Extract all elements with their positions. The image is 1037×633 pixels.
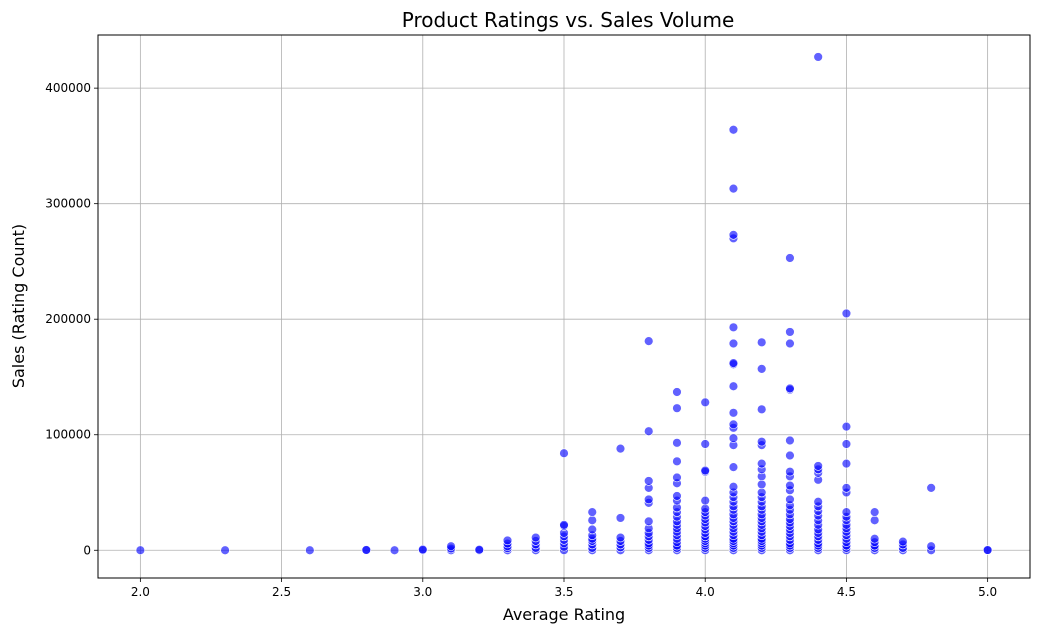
data-point bbox=[135, 545, 146, 555]
data-point bbox=[728, 338, 739, 349]
data-point bbox=[728, 419, 739, 430]
data-point bbox=[615, 513, 626, 523]
data-point bbox=[728, 183, 739, 194]
data-point bbox=[869, 534, 880, 544]
data-point bbox=[728, 381, 739, 391]
data-point bbox=[700, 465, 710, 476]
data-point bbox=[672, 403, 682, 413]
data-point bbox=[587, 515, 597, 525]
data-point bbox=[361, 545, 372, 555]
data-point bbox=[672, 491, 682, 501]
y-tick-label: 400000 bbox=[45, 81, 91, 95]
data-point bbox=[502, 535, 513, 546]
data-point bbox=[389, 545, 400, 555]
data-point bbox=[418, 544, 428, 555]
data-point bbox=[756, 404, 767, 415]
chart-title: Product Ratings vs. Sales Volume bbox=[402, 8, 735, 32]
data-point bbox=[728, 433, 739, 443]
data-point bbox=[756, 436, 767, 447]
y-tick-label: 300000 bbox=[45, 197, 91, 211]
data-point bbox=[756, 364, 767, 374]
x-axis-label: Average Rating bbox=[503, 605, 625, 624]
x-tick-label: 3.0 bbox=[413, 585, 432, 599]
data-point bbox=[672, 456, 682, 467]
data-point bbox=[785, 467, 795, 477]
data-point bbox=[898, 536, 908, 547]
y-tick-label: 100000 bbox=[45, 428, 91, 442]
x-tick-label: 4.5 bbox=[837, 585, 856, 599]
data-point bbox=[841, 439, 852, 449]
data-point bbox=[841, 483, 852, 493]
y-tick-label: 200000 bbox=[45, 312, 91, 326]
data-point bbox=[644, 516, 654, 527]
data-point bbox=[644, 336, 654, 346]
data-point bbox=[728, 408, 739, 418]
data-point bbox=[926, 483, 936, 493]
data-point bbox=[644, 476, 654, 486]
data-point bbox=[700, 439, 710, 449]
x-tick-label: 4.0 bbox=[696, 585, 715, 599]
data-point bbox=[813, 461, 823, 471]
data-point bbox=[672, 472, 682, 483]
data-point bbox=[841, 507, 852, 517]
x-axis-ticks: 2.0 2.5 3.0 3.5 4.0 4.5 5.0 bbox=[131, 578, 997, 599]
data-point bbox=[785, 338, 795, 349]
data-point bbox=[785, 383, 795, 394]
data-point bbox=[813, 497, 823, 507]
grid bbox=[98, 35, 1030, 578]
data-point bbox=[587, 524, 597, 535]
data-point bbox=[644, 426, 654, 436]
x-tick-label: 5.0 bbox=[978, 585, 997, 599]
y-axis-label: Sales (Rating Count) bbox=[9, 224, 28, 388]
data-point bbox=[559, 448, 569, 458]
data-point bbox=[982, 545, 993, 555]
data-point bbox=[869, 507, 880, 517]
y-axis-ticks: 0 100000 200000 300000 400000 bbox=[45, 81, 98, 557]
data-point bbox=[728, 322, 739, 332]
data-point bbox=[474, 544, 484, 555]
data-point bbox=[756, 487, 767, 498]
data-point bbox=[531, 532, 541, 543]
data-point bbox=[644, 494, 654, 505]
data-point bbox=[756, 458, 767, 469]
data-point bbox=[785, 253, 795, 263]
data-point bbox=[587, 507, 597, 517]
data-point bbox=[785, 480, 795, 491]
data-point bbox=[728, 230, 739, 240]
x-tick-label: 2.5 bbox=[272, 585, 291, 599]
data-point bbox=[728, 462, 739, 472]
data-point bbox=[700, 397, 710, 408]
data-point bbox=[785, 327, 795, 337]
data-point bbox=[700, 503, 710, 514]
data-point bbox=[615, 532, 626, 543]
data-point bbox=[869, 515, 880, 525]
data-point bbox=[813, 52, 823, 62]
data-point bbox=[559, 520, 569, 530]
data-point bbox=[841, 458, 852, 469]
data-point bbox=[756, 479, 767, 490]
data-point bbox=[700, 495, 710, 506]
data-point bbox=[785, 494, 795, 505]
data-point bbox=[926, 541, 936, 551]
data-point bbox=[305, 545, 315, 555]
data-point bbox=[672, 387, 682, 397]
y-tick-label: 0 bbox=[83, 543, 91, 557]
data-point bbox=[785, 450, 795, 461]
x-tick-label: 3.5 bbox=[554, 585, 573, 599]
data-point bbox=[672, 438, 682, 448]
data-point bbox=[728, 482, 739, 492]
data-point bbox=[785, 435, 795, 446]
data-point bbox=[841, 421, 852, 432]
data-point bbox=[446, 541, 456, 551]
data-point bbox=[220, 545, 230, 555]
x-tick-label: 2.0 bbox=[131, 585, 150, 599]
data-points bbox=[135, 52, 993, 555]
data-point bbox=[841, 308, 852, 319]
data-point bbox=[728, 125, 739, 135]
data-point bbox=[728, 358, 739, 368]
data-point bbox=[756, 337, 767, 348]
data-point bbox=[615, 443, 626, 454]
